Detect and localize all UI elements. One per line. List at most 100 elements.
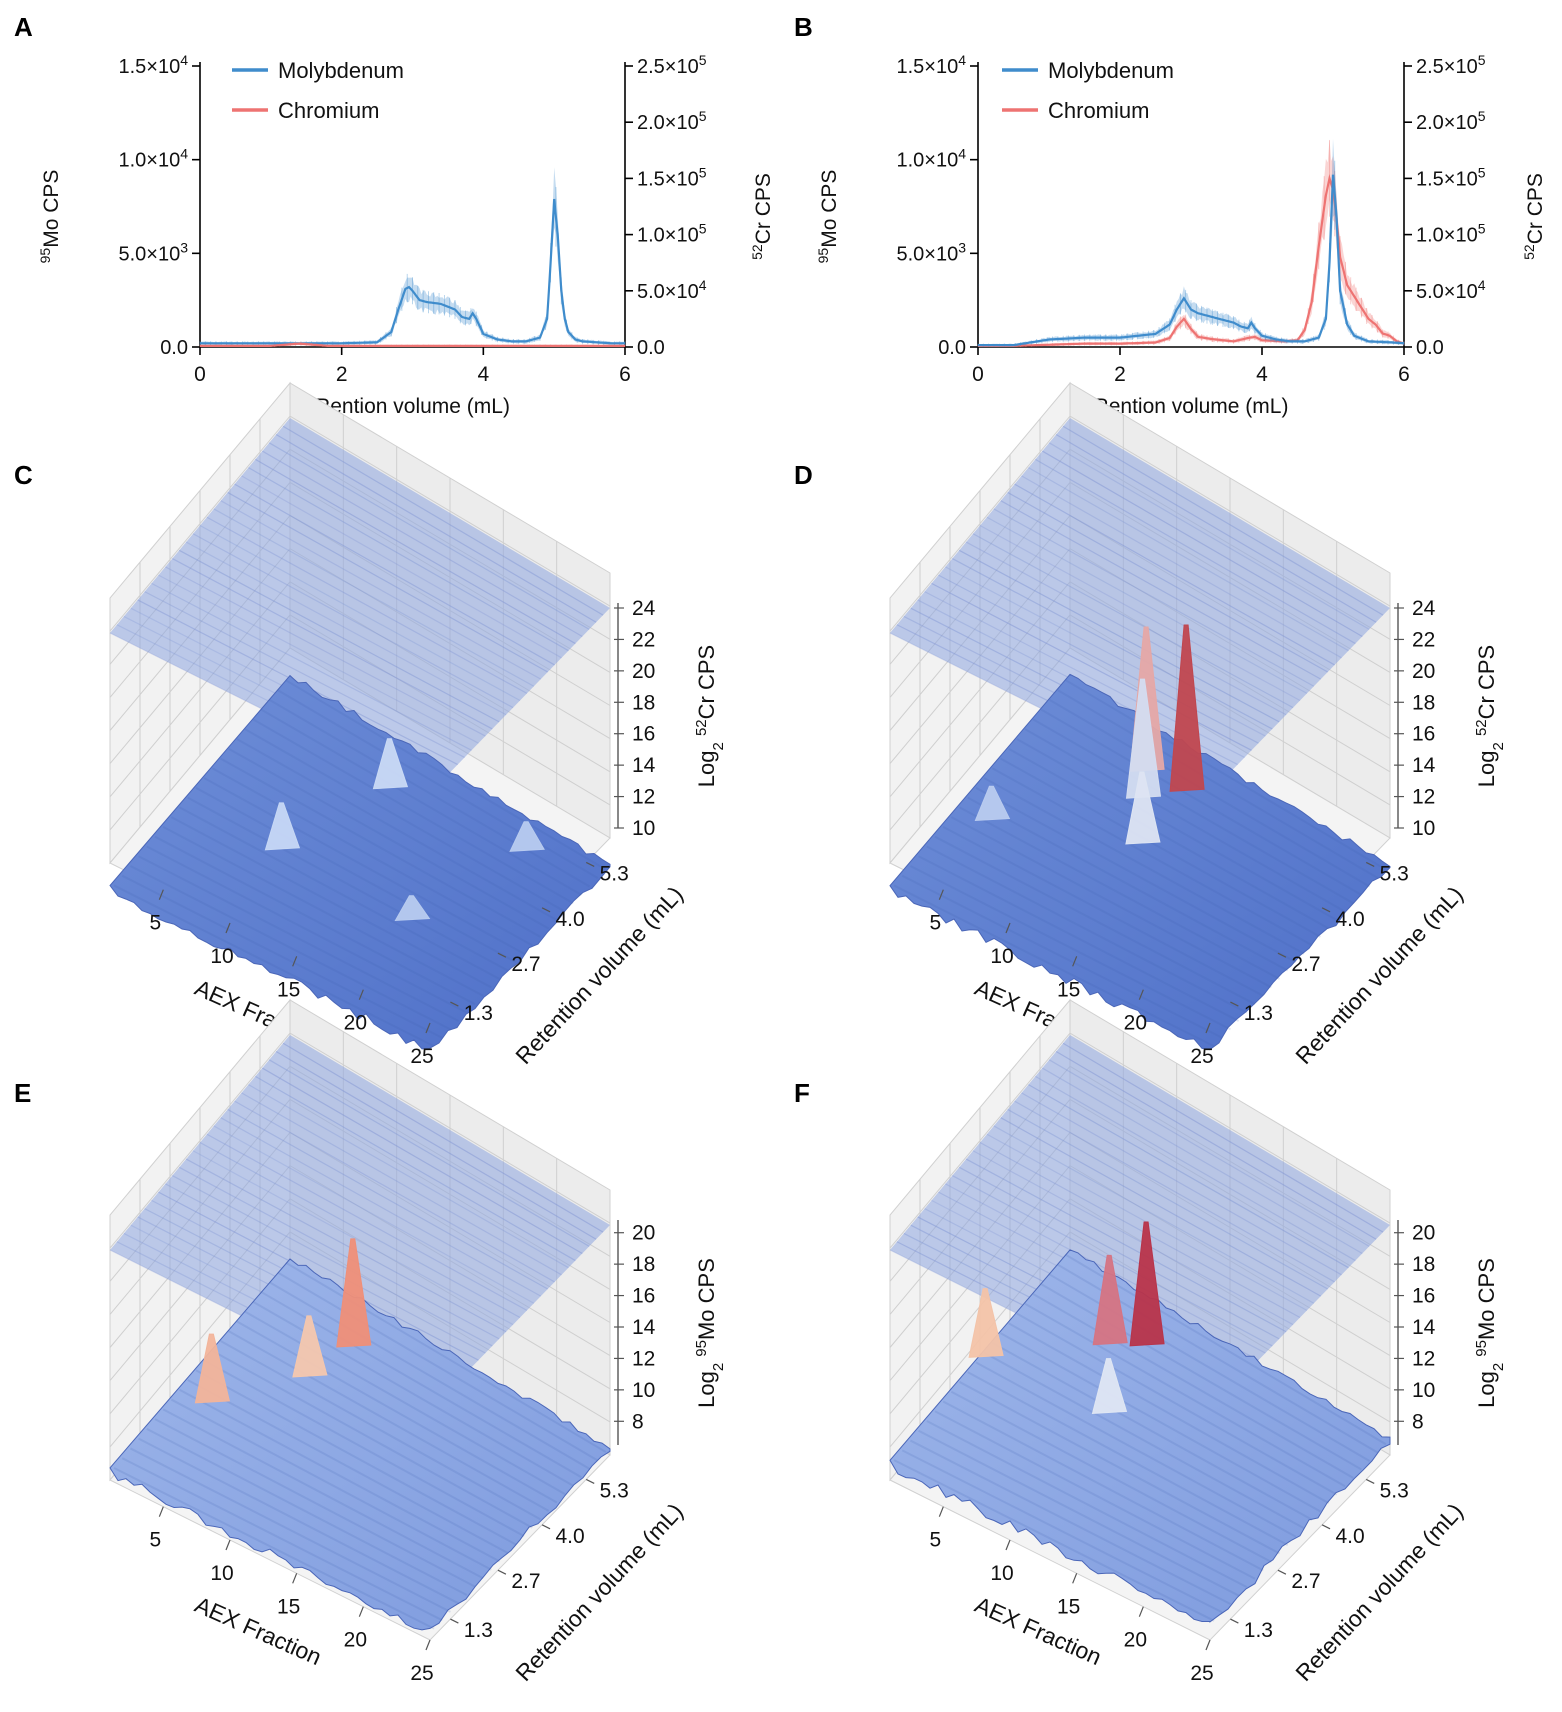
surface-ridge [934, 1410, 1256, 1580]
x-tick [358, 989, 364, 1000]
legend-label: Molybdenum [278, 58, 404, 83]
right-tick-label: 5.0×104 [1416, 277, 1486, 303]
surface-ridge [219, 1340, 541, 1521]
z-tick-label: 10 [632, 817, 655, 840]
grid-line [889, 1032, 1391, 1249]
x-axis-label: Rention volume (mL) [1094, 395, 1289, 418]
projection-stripe [1048, 1059, 1370, 1247]
surface-peak [974, 785, 1011, 822]
projection-stripe [213, 1125, 535, 1304]
grid-line [109, 415, 611, 632]
y-tick-label: 5.3 [600, 862, 629, 885]
projection-stripe [241, 1092, 562, 1276]
right-tick-label: 1.5×105 [1416, 164, 1486, 190]
right-tick-label: 2.5×105 [637, 52, 707, 78]
surface-ridge [909, 1439, 1231, 1605]
projection-stripe [993, 1125, 1315, 1304]
y-tick-label: 2.7 [1291, 953, 1320, 976]
series-line-molybdenum [978, 174, 1405, 347]
surface-ridge [999, 757, 1321, 938]
x-tick-label: 20 [1124, 1012, 1147, 1035]
surface-ridge [999, 1332, 1321, 1513]
x-tick-label: 6 [619, 363, 631, 386]
surface-peak [1092, 1254, 1128, 1346]
z-tick-label: 20 [632, 1222, 655, 1245]
z-axis-label: Log2 95Mo CPS [693, 1258, 727, 1408]
projection-stripe [165, 1183, 486, 1354]
x-tick-label: 5 [149, 1529, 161, 1552]
surface-ridge [893, 1459, 1215, 1622]
surface-ridge [893, 884, 1215, 1048]
x-tick [1138, 989, 1144, 1000]
y-tick [450, 1618, 459, 1624]
projection-plane [890, 1035, 1390, 1410]
y-tick [497, 1569, 507, 1575]
y-tick-label: 4.0 [1335, 1525, 1364, 1548]
projection-stripe [1042, 1067, 1363, 1254]
surface-ridge [260, 708, 582, 896]
projection-stripe [1035, 458, 1356, 645]
projection-stripe [185, 541, 507, 716]
surface-ridge [1065, 679, 1387, 871]
surface-ridge [162, 826, 484, 997]
y-tick-label: 2.7 [1291, 1570, 1320, 1593]
surface-ridge [277, 689, 599, 879]
panel-label-e: E [14, 1078, 31, 1108]
z-tick-label: 18 [1412, 691, 1435, 714]
x-tick-label: 25 [410, 1045, 433, 1068]
right-tick-label: 2.0×105 [637, 108, 707, 134]
surface-peak [336, 1238, 372, 1348]
surface-ridge [236, 738, 558, 921]
surface-peak [1091, 1358, 1128, 1414]
x-tick-label: 10 [990, 945, 1013, 968]
surface-ridge [901, 874, 1223, 1039]
projection-stripe [178, 1166, 500, 1340]
z-tick-label: 18 [632, 691, 655, 714]
left-tick-label: 1.5×104 [118, 52, 188, 78]
x-tick-label: 10 [210, 945, 233, 968]
surface-ridge [959, 806, 1281, 980]
z-tick-label: 10 [1412, 1379, 1435, 1402]
surface-plot-f: 8 10 12 14 16 18 20 Log2 95Mo CPS 5 10 15 20 25 AEX F… [889, 998, 1507, 1686]
projection-stripe [979, 1141, 1301, 1319]
surface-ridge [129, 865, 451, 1031]
projection-stripe [192, 1150, 514, 1326]
surface-ridge [277, 1271, 599, 1462]
y-tick [1365, 861, 1375, 867]
y-tick-label: 1.3 [464, 1619, 493, 1642]
projection-stripe [255, 1075, 576, 1262]
x-tick [1205, 1639, 1211, 1651]
left-tick-label: 1.0×104 [118, 146, 188, 172]
x-tick [358, 1606, 364, 1617]
z-tick-label: 10 [632, 1379, 655, 1402]
surface-ridge [129, 1447, 451, 1613]
x-tick [1005, 922, 1011, 934]
projection-stripe [172, 558, 493, 730]
y-tick [541, 907, 551, 913]
surface-ridge [244, 1310, 566, 1495]
projection-stripe [151, 582, 472, 751]
projection-stripe [972, 1150, 1294, 1326]
left-tick-label: 1.0×104 [896, 146, 966, 172]
projection-stripe [1055, 434, 1377, 623]
x-tick-label: 15 [277, 978, 300, 1001]
x-tick-label: 0 [194, 363, 206, 386]
projection-stripe [248, 1084, 569, 1269]
left-tick-label: 5.0×103 [896, 239, 966, 265]
left-axis-label: 95Mo CPS [37, 170, 63, 264]
projection-stripe [227, 1108, 548, 1290]
projection-stripe [1014, 1100, 1335, 1283]
x-tick-label: 4 [1256, 363, 1268, 386]
surface-ridge [1016, 738, 1338, 921]
y-tick [497, 952, 507, 958]
y-tick-label: 5.3 [1380, 1479, 1409, 1502]
surface-ridge [950, 1390, 1272, 1563]
y-tick-label: 4.0 [555, 1525, 584, 1548]
surface-peak [194, 1333, 231, 1404]
surface-ridge [113, 884, 435, 1048]
x-tick-label: 5 [149, 912, 161, 935]
projection-stripe [165, 566, 486, 737]
x-tick-label: 20 [344, 1012, 367, 1035]
surface-ridge [187, 796, 509, 972]
z-tick-label: 22 [632, 628, 655, 651]
